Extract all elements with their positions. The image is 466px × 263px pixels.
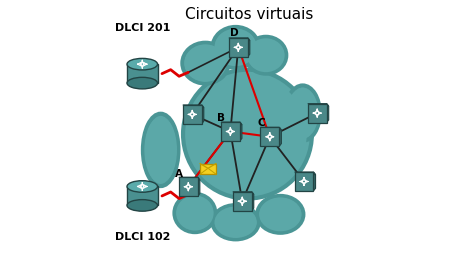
Ellipse shape bbox=[184, 44, 226, 82]
Ellipse shape bbox=[286, 85, 320, 141]
Ellipse shape bbox=[127, 181, 158, 192]
Polygon shape bbox=[229, 38, 250, 41]
Polygon shape bbox=[198, 177, 200, 196]
FancyBboxPatch shape bbox=[179, 177, 198, 196]
Ellipse shape bbox=[214, 29, 257, 66]
Polygon shape bbox=[183, 105, 204, 108]
Polygon shape bbox=[248, 38, 250, 57]
Ellipse shape bbox=[127, 200, 158, 211]
Ellipse shape bbox=[174, 194, 215, 232]
Ellipse shape bbox=[257, 196, 303, 233]
FancyBboxPatch shape bbox=[127, 186, 158, 205]
Polygon shape bbox=[308, 104, 329, 106]
Ellipse shape bbox=[212, 27, 259, 68]
Text: C: C bbox=[258, 118, 265, 128]
Polygon shape bbox=[279, 127, 281, 146]
Ellipse shape bbox=[188, 75, 307, 193]
Ellipse shape bbox=[214, 206, 257, 238]
FancyBboxPatch shape bbox=[260, 127, 279, 146]
Ellipse shape bbox=[246, 37, 286, 74]
Polygon shape bbox=[202, 105, 204, 124]
Ellipse shape bbox=[143, 114, 178, 186]
Polygon shape bbox=[221, 122, 242, 125]
Polygon shape bbox=[260, 127, 281, 130]
Text: B: B bbox=[217, 113, 225, 123]
Polygon shape bbox=[295, 172, 315, 175]
Text: DLCI 201: DLCI 201 bbox=[115, 23, 170, 33]
Polygon shape bbox=[252, 192, 254, 211]
Polygon shape bbox=[233, 192, 254, 194]
Text: Circuitos virtuais: Circuitos virtuais bbox=[185, 7, 313, 22]
Ellipse shape bbox=[176, 195, 213, 231]
FancyBboxPatch shape bbox=[127, 64, 158, 83]
Ellipse shape bbox=[144, 117, 177, 183]
Ellipse shape bbox=[183, 70, 312, 199]
Polygon shape bbox=[327, 104, 329, 123]
FancyBboxPatch shape bbox=[200, 164, 216, 174]
FancyBboxPatch shape bbox=[308, 104, 327, 123]
Ellipse shape bbox=[212, 205, 259, 239]
FancyBboxPatch shape bbox=[295, 172, 314, 191]
FancyBboxPatch shape bbox=[233, 192, 252, 211]
Polygon shape bbox=[240, 122, 242, 141]
Ellipse shape bbox=[287, 88, 318, 139]
Ellipse shape bbox=[127, 77, 158, 89]
Ellipse shape bbox=[127, 58, 158, 70]
Text: DLCI 102: DLCI 102 bbox=[115, 232, 170, 242]
Ellipse shape bbox=[182, 43, 228, 84]
Text: D: D bbox=[230, 28, 239, 38]
Ellipse shape bbox=[247, 38, 285, 72]
FancyBboxPatch shape bbox=[183, 105, 202, 124]
Text: A: A bbox=[175, 169, 183, 179]
Polygon shape bbox=[179, 177, 200, 180]
Ellipse shape bbox=[259, 198, 302, 231]
FancyBboxPatch shape bbox=[221, 122, 240, 141]
FancyBboxPatch shape bbox=[229, 38, 248, 57]
Polygon shape bbox=[314, 172, 315, 191]
